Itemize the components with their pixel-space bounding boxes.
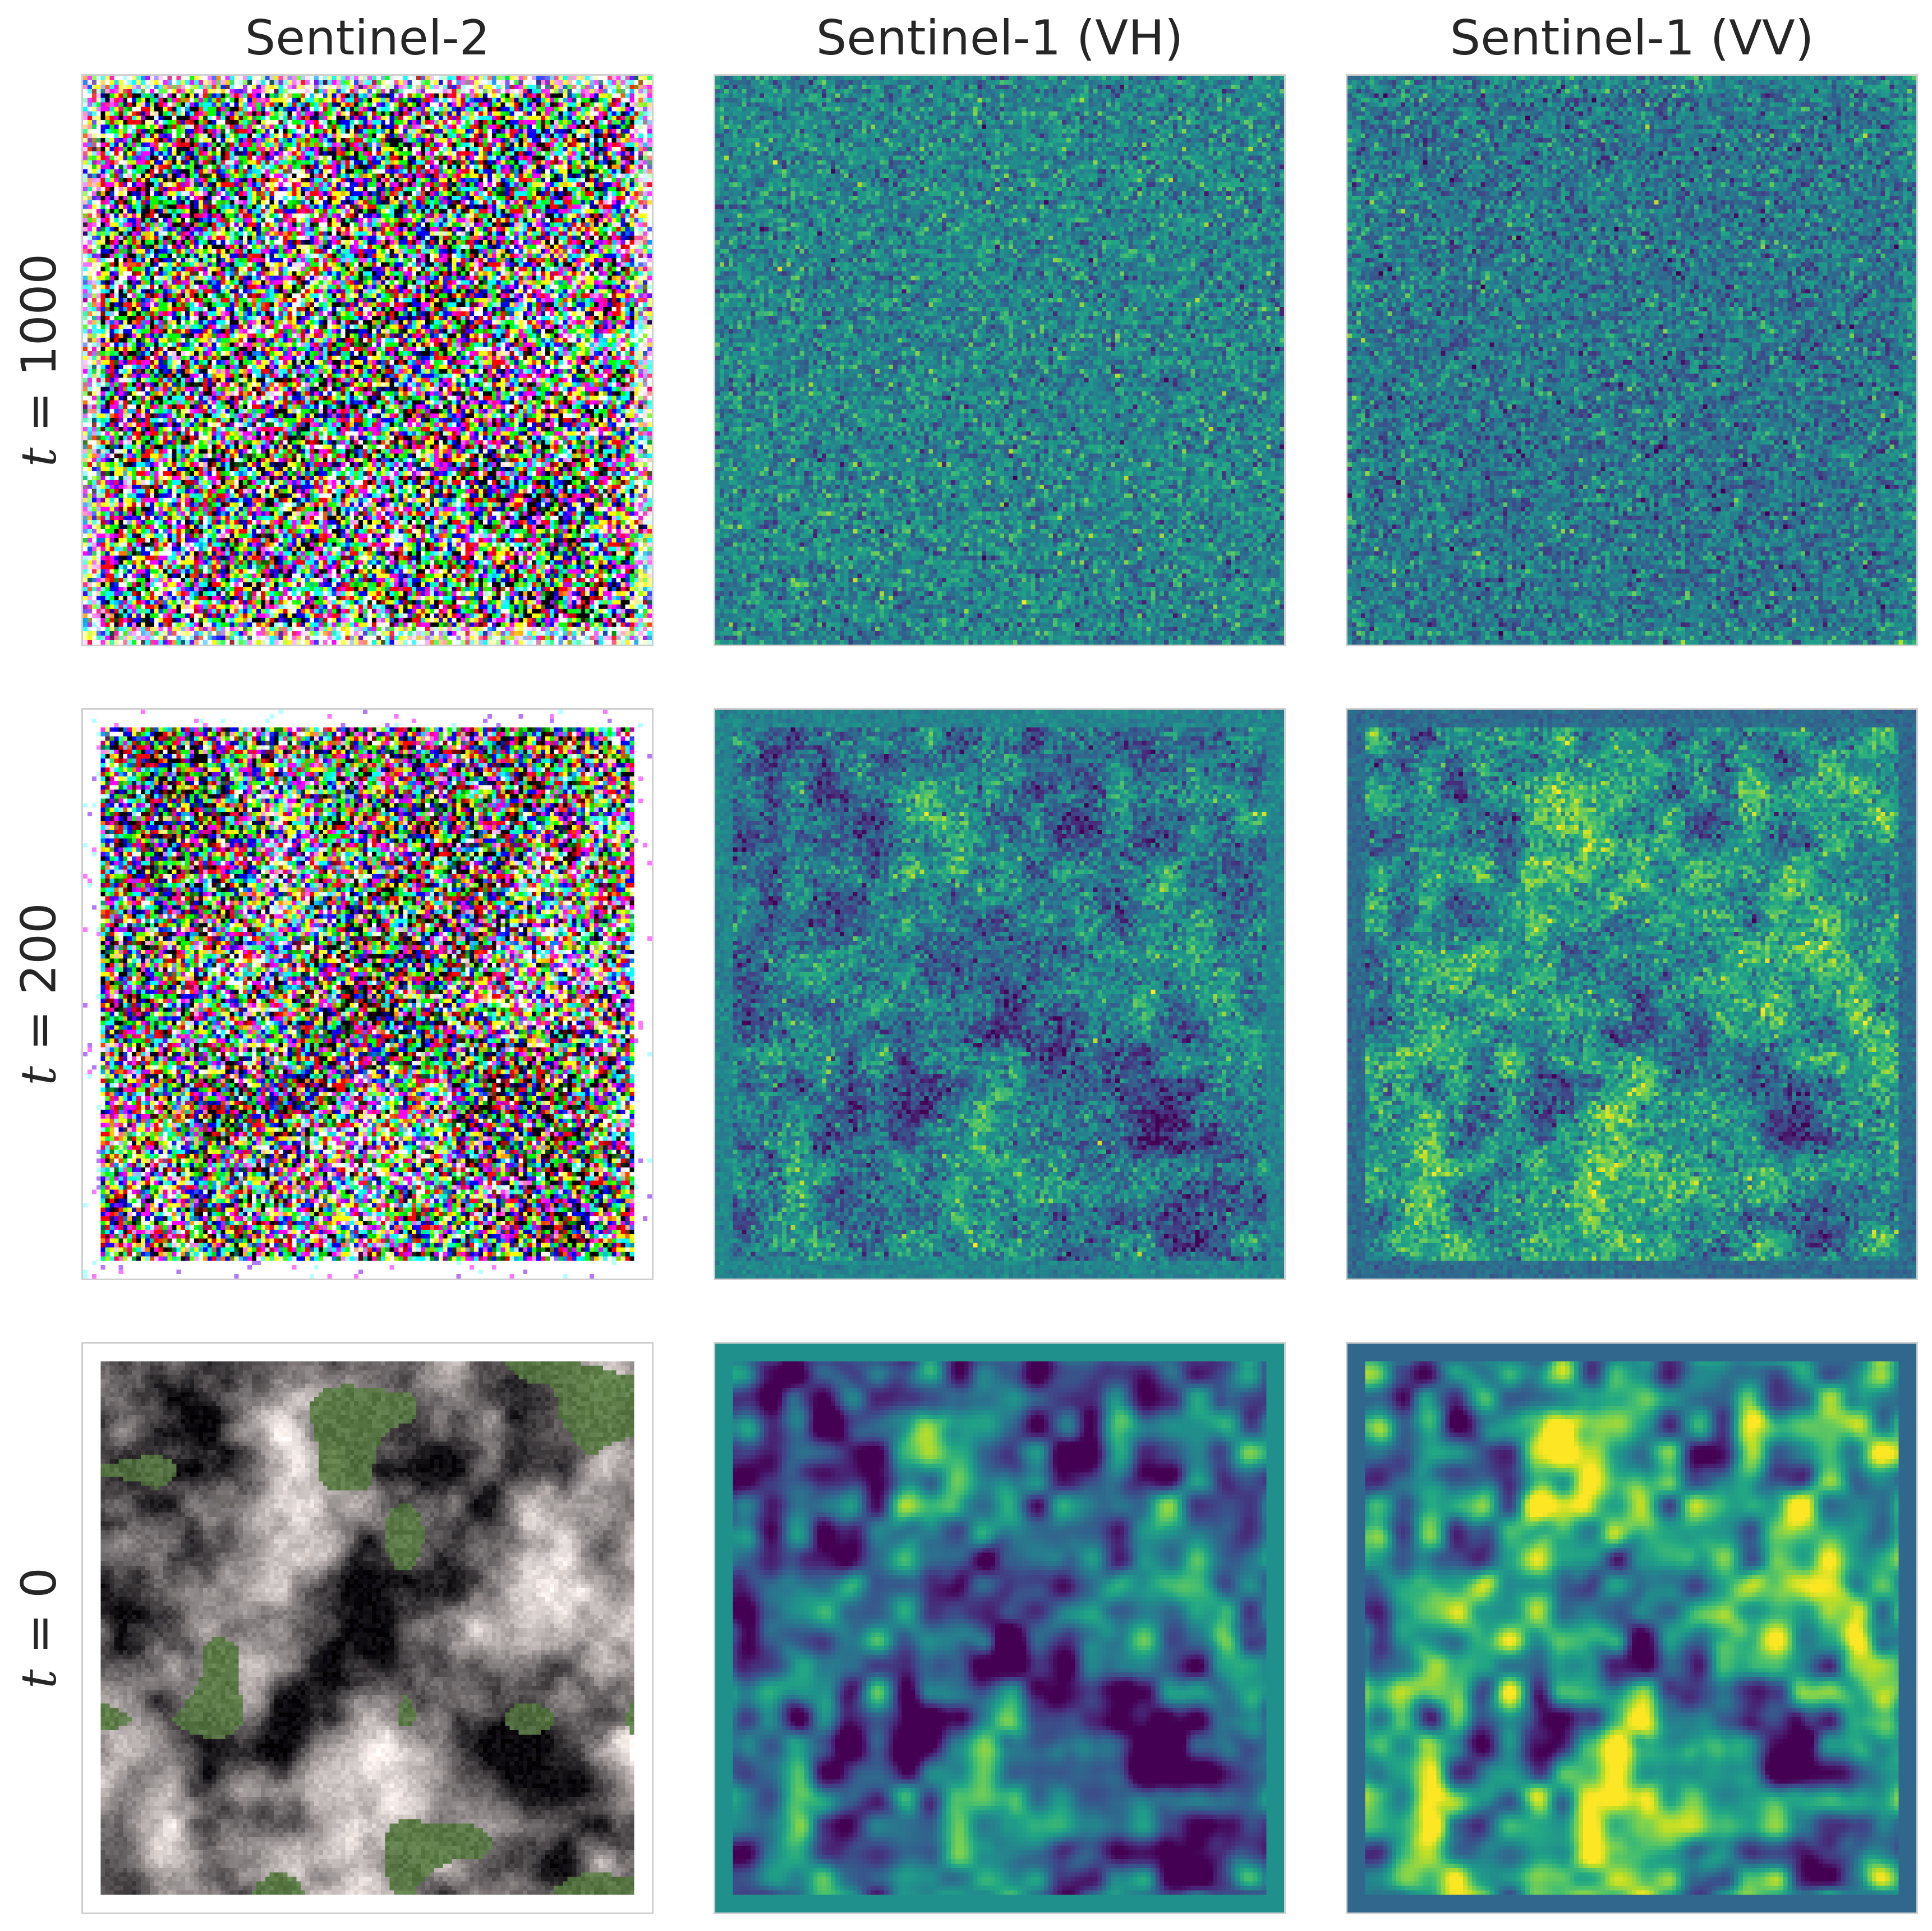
row-label-t1000: t = 1000 [11, 253, 68, 467]
sentinel-1-vv-image-t0 [1346, 1342, 1918, 1914]
sentinel-2-image-t1000 [81, 74, 654, 646]
sentinel-1-vh-image-t0 [714, 1342, 1286, 1914]
sentinel-1-vv-image-t200 [1346, 708, 1918, 1280]
sentinel-1-vv-image-t1000 [1346, 74, 1918, 646]
sentinel-1-vh-image-t1000 [714, 74, 1286, 646]
sentinel-2-image-t0 [81, 1342, 654, 1914]
column-title-sentinel-2: Sentinel-2 [245, 10, 490, 66]
column-title-sentinel-1-vv: Sentinel-1 (VV) [1450, 10, 1814, 66]
column-title-sentinel-1-vh: Sentinel-1 (VH) [816, 10, 1184, 66]
row-label-t200: t = 200 [11, 903, 68, 1086]
row-label-t0: t = 0 [11, 1567, 68, 1689]
sentinel-2-image-t200 [81, 708, 654, 1280]
sentinel-1-vh-image-t200 [714, 708, 1286, 1280]
